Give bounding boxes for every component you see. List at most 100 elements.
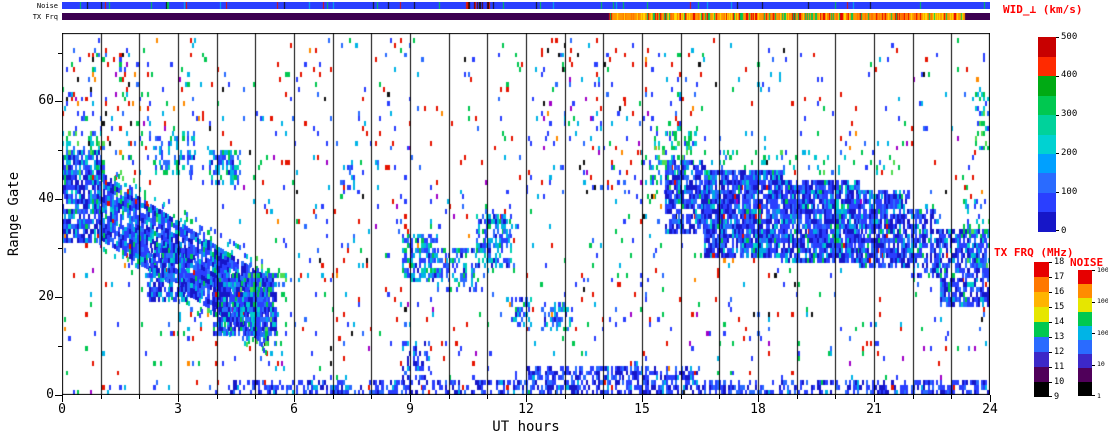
colorbar-tick-label: 11 — [1054, 361, 1065, 372]
colorbar-tick-label: 10 — [1097, 360, 1105, 369]
colorbar-tick — [1049, 322, 1052, 323]
colorbar-segment — [1034, 322, 1049, 337]
colorbar-tick — [1056, 37, 1059, 38]
x-tick — [603, 395, 604, 399]
x-tick — [333, 395, 334, 399]
x-tick — [62, 395, 63, 402]
colorbar-segment — [1034, 382, 1049, 397]
x-tick — [294, 395, 295, 402]
colorbar-tick — [1056, 76, 1059, 77]
colorbar-segment — [1078, 326, 1092, 340]
colorbar-tick-label: 500 — [1061, 31, 1078, 42]
txfrq-colorbar-title: TX FRQ (MHz) — [994, 246, 1074, 259]
x-tick — [797, 395, 798, 399]
x-tick — [874, 395, 875, 402]
colorbar-segment — [1078, 312, 1092, 326]
x-tick — [835, 395, 836, 399]
colorbar-tick-label: 10 — [1054, 376, 1065, 387]
y-tick — [55, 199, 62, 200]
x-tick — [487, 395, 488, 399]
y-tick-label: 20 — [38, 289, 54, 304]
colorbar-tick — [1092, 302, 1095, 303]
x-tick — [217, 395, 218, 399]
x-tick — [371, 395, 372, 399]
colorbar-tick — [1049, 337, 1052, 338]
x-tick — [178, 395, 179, 402]
colorbar-segment — [1034, 292, 1049, 307]
colorbar-tick — [1049, 396, 1052, 397]
colorbar-tick-label: 10000 — [1097, 265, 1108, 274]
colorbar-segment — [1034, 307, 1049, 322]
colorbar-tick — [1049, 292, 1052, 293]
x-tick-label: 15 — [634, 402, 650, 417]
txfrq-strip — [62, 13, 990, 20]
colorbar-segment — [1038, 134, 1056, 154]
colorbar-tick-label: 12 — [1054, 346, 1065, 357]
x-tick-label: 24 — [982, 402, 998, 417]
x-tick — [681, 395, 682, 399]
colorbar-tick — [1092, 395, 1095, 396]
colorbar-tick-label: 16 — [1054, 286, 1065, 297]
colorbar-tick — [1056, 192, 1059, 193]
x-tick — [642, 395, 643, 402]
colorbar-segment — [1038, 37, 1056, 57]
x-tick — [255, 395, 256, 399]
colorbar-segment — [1038, 95, 1056, 116]
colorbar-tick — [1049, 262, 1052, 263]
y-tick-label: 60 — [38, 93, 54, 108]
colorbar-tick-label: 400 — [1061, 70, 1078, 81]
colorbar-segment — [1038, 75, 1056, 96]
y-tick-label: 40 — [38, 191, 54, 206]
colorbar-segment — [1038, 114, 1056, 135]
y-tick — [55, 101, 62, 102]
x-tick — [758, 395, 759, 402]
x-tick — [101, 395, 102, 399]
noise-colorbar-title: NOISE — [1070, 256, 1104, 269]
colorbar-segment — [1034, 367, 1049, 382]
colorbar-tick-label: 15 — [1054, 301, 1065, 312]
colorbar-tick — [1092, 365, 1095, 366]
colorbar-segment — [1078, 354, 1092, 368]
colorbar-tick-label: 100 — [1097, 328, 1108, 337]
wid-colorbar: 0 100 200 300 400 500 — [1038, 32, 1077, 236]
x-tick — [565, 395, 566, 399]
x-axis-label: UT hours — [492, 419, 560, 435]
colorbar-tick-label: 9 — [1054, 391, 1060, 402]
y-tick — [55, 395, 62, 396]
range-time-plot — [62, 33, 990, 395]
colorbar-tick — [1049, 352, 1052, 353]
colorbar-segment — [1034, 337, 1049, 352]
colorbar-segment — [1038, 172, 1056, 193]
x-tick — [410, 395, 411, 402]
colorbar-tick-label: 13 — [1054, 331, 1065, 342]
txfrq-strip-label: TX Frq — [32, 13, 58, 21]
colorbar-tick — [1049, 307, 1052, 308]
colorbar-segment — [1034, 352, 1049, 367]
colorbar-segment — [1078, 298, 1092, 312]
colorbar-segment — [1038, 211, 1056, 232]
colorbar-segment — [1034, 262, 1049, 277]
noise-strip — [62, 2, 990, 9]
noise-strip-label: Noise — [36, 2, 58, 10]
colorbar-tick-label: 300 — [1061, 109, 1078, 120]
colorbar-segment — [1078, 270, 1092, 284]
colorbar-tick — [1049, 367, 1052, 368]
colorbar-tick-label: 17 — [1054, 271, 1065, 282]
x-tick — [449, 395, 450, 399]
wid-colorbar-title: WID_⊥ (km/s) — [1003, 3, 1083, 16]
colorbar-segment — [1038, 192, 1056, 213]
x-tick — [990, 395, 991, 402]
colorbar-tick — [1049, 382, 1052, 383]
x-tick-label: 9 — [406, 402, 414, 417]
x-tick — [139, 395, 140, 399]
x-tick — [951, 395, 952, 399]
x-tick-label: 6 — [290, 402, 298, 417]
noise-colorbar: 1 10 100 1000 10000 — [1078, 266, 1108, 400]
colorbar-tick-label: 0 — [1061, 225, 1067, 236]
x-tick-label: 18 — [750, 402, 766, 417]
colorbar-segment — [1038, 153, 1056, 174]
txfrq-colorbar: 9 10 11 12 13 14 15 16 17 18 — [1034, 257, 1064, 402]
colorbar-tick-label: 18 — [1054, 256, 1065, 267]
x-tick-label: 12 — [518, 402, 534, 417]
